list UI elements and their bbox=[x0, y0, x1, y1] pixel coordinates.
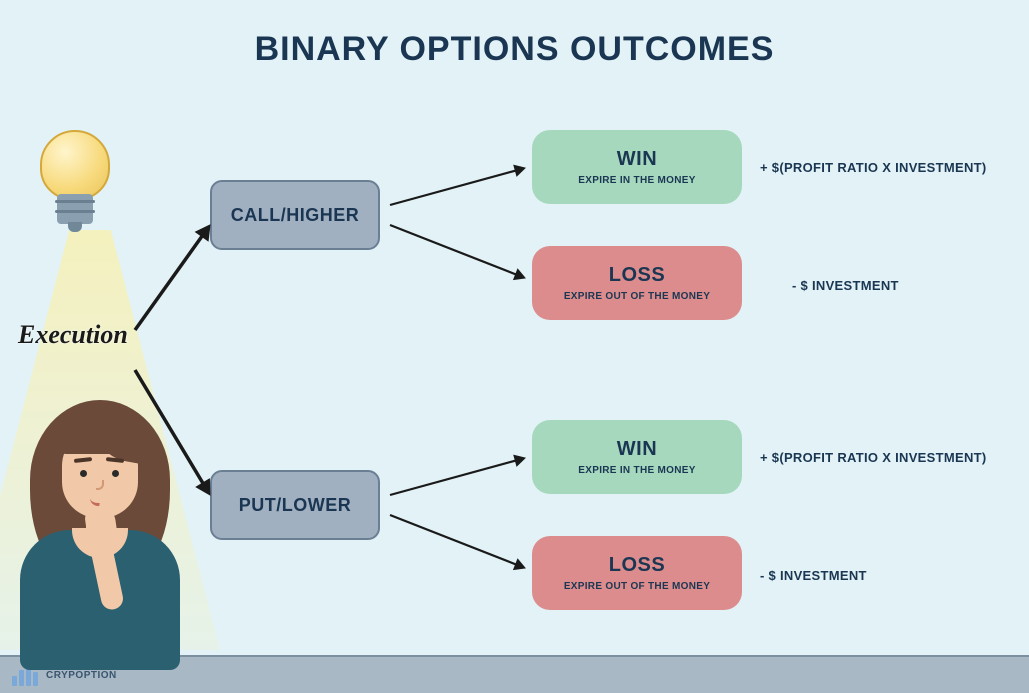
page-title: BINARY OPTIONS OUTCOMES bbox=[0, 30, 1029, 69]
win-subtitle-2: EXPIRE IN THE MONEY bbox=[578, 465, 695, 476]
put-loss-box: LOSS EXPIRE OUT OF THE MONEY bbox=[532, 536, 742, 610]
loss-title-2: LOSS bbox=[609, 554, 665, 577]
loss-subtitle: EXPIRE OUT OF THE MONEY bbox=[564, 291, 710, 302]
win-title-2: WIN bbox=[617, 438, 657, 461]
put-option-box: PUT/LOWER bbox=[210, 470, 380, 540]
call-loss-result: - $ INVESTMENT bbox=[792, 278, 899, 293]
call-label: CALL/HIGHER bbox=[231, 205, 360, 226]
put-label: PUT/LOWER bbox=[239, 495, 352, 516]
execution-label: Execution bbox=[18, 320, 128, 350]
call-option-box: CALL/HIGHER bbox=[210, 180, 380, 250]
thinking-person-icon bbox=[0, 380, 210, 660]
brand-name: CRYPOPTION bbox=[46, 670, 117, 681]
put-win-result: + $(PROFIT RATIO X INVESTMENT) bbox=[760, 450, 987, 465]
loss-subtitle-2: EXPIRE OUT OF THE MONEY bbox=[564, 581, 710, 592]
win-title: WIN bbox=[617, 148, 657, 171]
loss-title: LOSS bbox=[609, 264, 665, 287]
call-loss-box: LOSS EXPIRE OUT OF THE MONEY bbox=[532, 246, 742, 320]
call-win-box: WIN EXPIRE IN THE MONEY bbox=[532, 130, 742, 204]
put-loss-result: - $ INVESTMENT bbox=[760, 568, 867, 583]
call-win-result: + $(PROFIT RATIO X INVESTMENT) bbox=[760, 160, 987, 175]
lightbulb-icon bbox=[30, 130, 120, 250]
win-subtitle: EXPIRE IN THE MONEY bbox=[578, 175, 695, 186]
put-win-box: WIN EXPIRE IN THE MONEY bbox=[532, 420, 742, 494]
